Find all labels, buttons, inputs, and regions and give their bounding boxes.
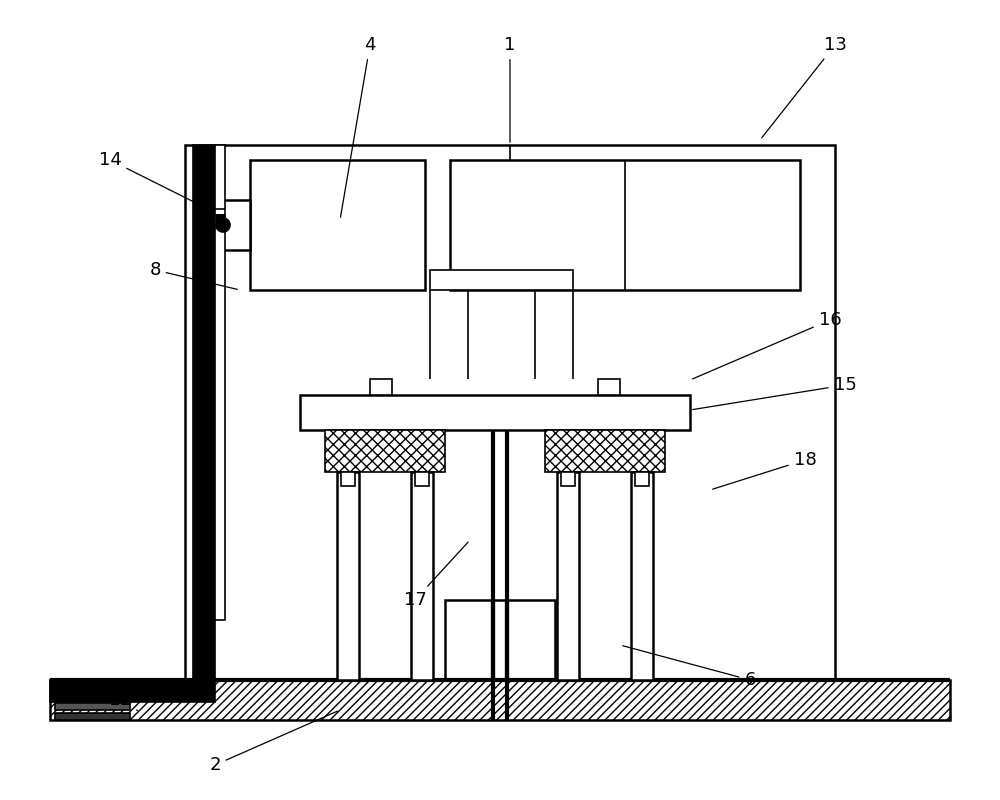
Text: 6: 6 (623, 646, 756, 689)
Bar (411, 472, 433, 680)
Bar (635, 472, 649, 486)
Text: 16: 16 (693, 311, 841, 379)
Bar (370, 379, 392, 395)
Text: 17: 17 (404, 542, 468, 609)
Bar (55, 703, 130, 710)
Text: 1: 1 (504, 36, 516, 142)
Text: 14: 14 (99, 151, 208, 209)
Text: 8: 8 (149, 261, 237, 290)
Text: 18: 18 (713, 451, 816, 489)
Bar (557, 472, 579, 680)
Bar (185, 145, 835, 680)
Bar (250, 160, 425, 290)
Text: 15: 15 (693, 376, 856, 410)
Bar (337, 472, 359, 680)
Bar (300, 395, 690, 430)
Bar (415, 472, 429, 486)
Bar (325, 430, 445, 472)
Bar (631, 472, 653, 680)
Bar (215, 200, 250, 250)
Bar (598, 379, 620, 395)
Bar (193, 145, 215, 680)
Bar (561, 472, 575, 486)
Bar (215, 145, 225, 620)
Bar (445, 600, 555, 680)
Text: 12: 12 (109, 691, 138, 710)
Bar (50, 680, 215, 702)
Bar (545, 430, 665, 472)
Text: 2: 2 (209, 711, 337, 774)
Bar (55, 713, 130, 720)
Bar (50, 680, 950, 720)
Text: 13: 13 (762, 36, 846, 138)
Text: 4: 4 (340, 36, 376, 218)
Bar (341, 472, 355, 486)
Bar (430, 270, 573, 290)
Circle shape (216, 218, 230, 232)
Bar (450, 160, 800, 290)
